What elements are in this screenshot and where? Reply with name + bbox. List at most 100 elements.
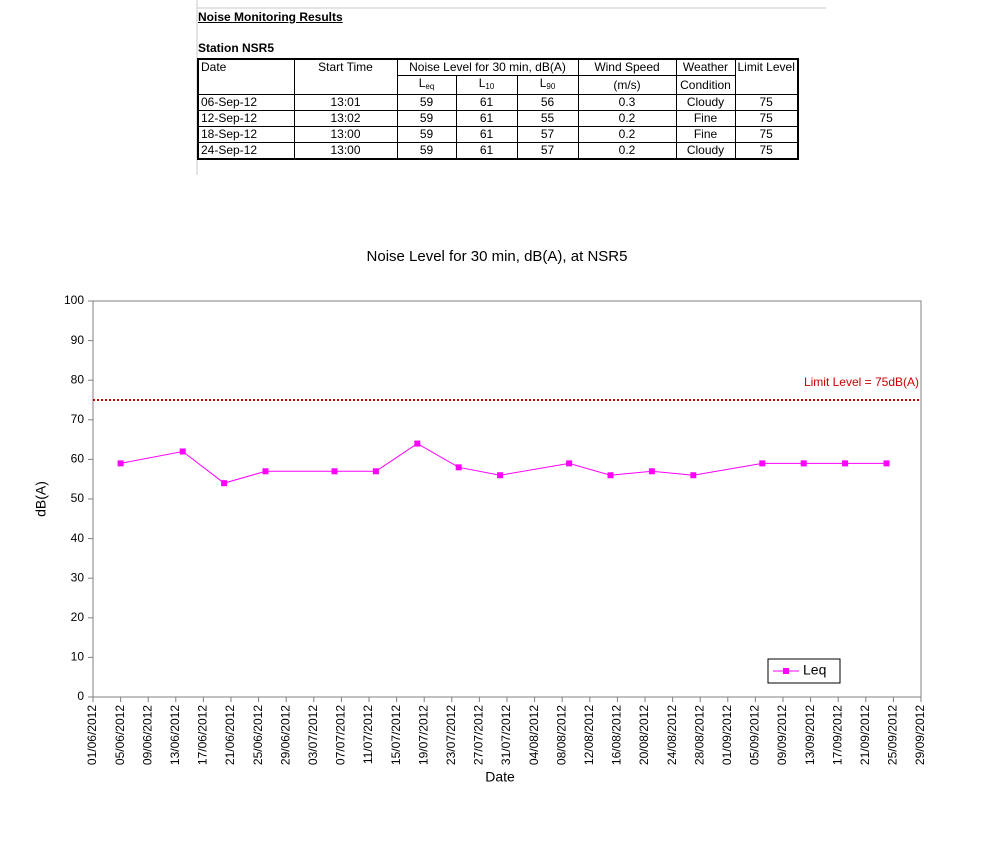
table-cell: 0.2 <box>577 110 677 127</box>
sub-header-cell: Leq <box>396 75 457 95</box>
table-cell: Cloudy <box>675 142 736 160</box>
table-row: 12-Sep-12 13:02 59 61 55 0.2 Fine 75 <box>197 110 799 127</box>
data-point <box>497 472 504 479</box>
y-tick-label: 70 <box>71 412 85 426</box>
table-row: 24-Sep-12 13:00 59 61 57 0.2 Cloudy 75 <box>197 142 799 160</box>
x-tick-label: 17/06/2012 <box>196 705 210 765</box>
table-row: 06-Sep-12 13:01 59 61 56 0.3 Cloudy 75 <box>197 94 799 111</box>
data-point <box>414 440 421 447</box>
x-tick-label: 05/09/2012 <box>748 705 762 765</box>
x-tick-label: 09/09/2012 <box>775 705 789 765</box>
table-cell: 61 <box>455 94 518 111</box>
x-tick-label: 04/08/2012 <box>527 705 541 765</box>
y-tick-label: 50 <box>71 491 85 505</box>
data-point <box>117 460 124 467</box>
data-point <box>455 464 462 471</box>
y-tick-label: 80 <box>71 372 85 386</box>
page-title: Noise Monitoring Results <box>198 10 343 24</box>
x-tick-label: 27/07/2012 <box>472 705 486 765</box>
table-cell: 13:02 <box>293 110 398 127</box>
legend-box <box>767 658 841 684</box>
sub-header-cell: L90 <box>516 75 579 95</box>
series-line <box>120 442 887 484</box>
y-tick-label: 0 <box>77 689 84 703</box>
header-cell: Limit Level <box>734 58 799 95</box>
header-cell: Wind Speed <box>577 58 677 76</box>
table-cell: Fine <box>675 110 736 127</box>
table-cell: 56 <box>516 94 579 111</box>
data-point <box>331 468 338 475</box>
table-cell: 0.2 <box>577 142 677 160</box>
data-point <box>179 448 186 455</box>
y-tick-label: 100 <box>64 293 84 307</box>
table-cell: 57 <box>516 142 579 160</box>
x-tick-label: 17/09/2012 <box>830 705 844 765</box>
header-cell: (m/s) <box>577 75 677 95</box>
x-tick-label: 21/09/2012 <box>858 705 872 765</box>
data-point <box>648 468 655 475</box>
sub-header-base: L <box>418 76 426 91</box>
legend-label: Leq <box>803 662 826 678</box>
data-point <box>800 460 807 467</box>
limit-label: Limit Level = 75dB(A) <box>804 375 919 389</box>
x-tick-label: 25/09/2012 <box>886 705 900 765</box>
sub-header-base: L <box>539 76 547 91</box>
x-tick-label: 07/07/2012 <box>334 705 348 765</box>
table-cell: Cloudy <box>675 94 736 111</box>
table-cell: 55 <box>516 110 579 127</box>
data-point <box>690 472 697 479</box>
header-cell: Start Time <box>293 58 398 95</box>
table-cell: 13:00 <box>293 142 398 160</box>
sub-header-sub: 90 <box>546 82 556 91</box>
x-tick-label: 29/09/2012 <box>913 705 927 765</box>
x-tick-label: 16/08/2012 <box>610 705 624 765</box>
header-cell: Condition <box>675 75 736 95</box>
table-cell: 61 <box>455 142 518 160</box>
x-axis-label: Date <box>485 769 515 785</box>
header-cell: Noise Level for 30 min, dB(A) <box>396 58 579 76</box>
x-tick-label: 29/06/2012 <box>278 705 292 765</box>
table-cell: 13:00 <box>293 126 398 143</box>
y-tick-label: 10 <box>71 650 85 664</box>
table-cell: 75 <box>734 126 799 143</box>
chart-title: Noise Level for 30 min, dB(A), at NSR5 <box>367 248 628 265</box>
table-cell: 75 <box>734 110 799 127</box>
y-tick-label: 60 <box>71 452 85 466</box>
table-cell: 12-Sep-12 <box>197 110 295 127</box>
y-tick-label: 30 <box>71 570 85 584</box>
x-tick-label: 19/07/2012 <box>416 705 430 765</box>
legend-marker <box>783 668 789 674</box>
table-cell: 18-Sep-12 <box>197 126 295 143</box>
table-cell: 59 <box>396 94 457 111</box>
data-point <box>262 468 269 475</box>
results-table: Date Start Time Noise Level for 30 min, … <box>197 58 799 160</box>
x-tick-label: 15/07/2012 <box>389 705 403 765</box>
x-tick-label: 20/08/2012 <box>637 705 651 765</box>
header-cell: Date <box>197 58 295 95</box>
sub-header-sub: 10 <box>485 82 495 91</box>
y-tick-label: 20 <box>71 610 85 624</box>
table-cell: 0.2 <box>577 126 677 143</box>
data-point <box>221 480 228 487</box>
x-tick-label: 01/06/2012 <box>85 705 99 765</box>
table-cell: 24-Sep-12 <box>197 142 295 160</box>
x-tick-label: 25/06/2012 <box>251 705 265 765</box>
x-tick-label: 21/06/2012 <box>223 705 237 765</box>
x-tick-label: 23/07/2012 <box>444 705 458 765</box>
x-tick-label: 05/06/2012 <box>113 705 127 765</box>
x-tick-label: 01/09/2012 <box>720 705 734 765</box>
data-point <box>566 460 573 467</box>
x-tick-label: 09/06/2012 <box>140 705 154 765</box>
sub-header-cell: L10 <box>455 75 518 95</box>
sub-header-sub: eq <box>425 82 435 91</box>
table-cell: 61 <box>455 110 518 127</box>
x-tick-label: 13/06/2012 <box>168 705 182 765</box>
table-cell: 57 <box>516 126 579 143</box>
plot-area <box>92 300 922 698</box>
x-tick-label: 03/07/2012 <box>306 705 320 765</box>
x-tick-label: 24/08/2012 <box>665 705 679 765</box>
data-point <box>607 472 614 479</box>
data-point <box>842 460 849 467</box>
